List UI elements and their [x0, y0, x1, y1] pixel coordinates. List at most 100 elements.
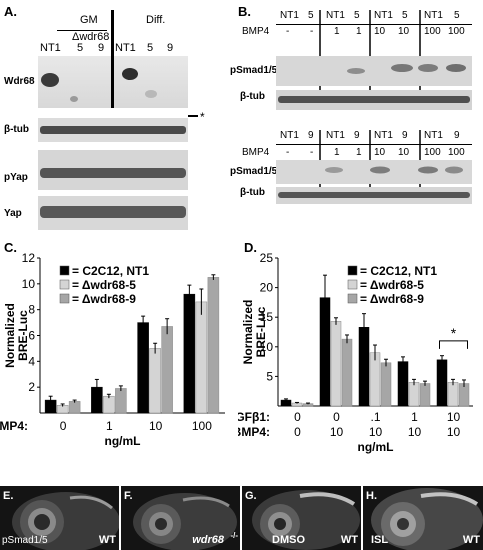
panel-a-diff-header: Diff.	[146, 14, 166, 26]
legend-swatch	[347, 293, 358, 304]
legend-label: = Δwdr68-5	[72, 278, 136, 292]
y-tick-label: 10	[260, 340, 274, 354]
wdr68-asterisk: *	[200, 110, 205, 124]
band	[418, 64, 438, 72]
bar	[419, 383, 431, 407]
bar	[137, 322, 149, 414]
bar	[447, 382, 459, 407]
panel-e-label: E.	[3, 490, 14, 502]
bar	[408, 382, 420, 407]
bmp-dose: 10	[398, 26, 410, 37]
lane: NT1	[280, 10, 299, 21]
bar	[68, 401, 81, 414]
lanes-underline	[276, 24, 472, 25]
x-tick-label: 10	[149, 419, 163, 433]
legend-swatch	[59, 293, 70, 304]
g-treatment-label: DMSO	[272, 534, 305, 546]
panel-d-label: D.	[244, 240, 257, 255]
bmp-dose: 1	[334, 147, 340, 158]
row-label-btub-a: β-tub	[4, 124, 29, 135]
bar	[397, 361, 409, 407]
x-tick-label: 10	[447, 410, 461, 424]
embryo-image-g	[252, 490, 360, 550]
bar	[103, 395, 115, 414]
y-tick-label: 4	[28, 354, 35, 368]
gm-diff-divider	[111, 10, 114, 56]
wdr68-band-marker	[188, 115, 198, 117]
band	[122, 68, 138, 80]
lane-a-nt1-diff: NT1	[115, 42, 136, 54]
blot-psmad-top	[276, 56, 472, 86]
embryo-panel-g: G. DMSO WT	[242, 486, 361, 550]
x-tick-label: 0	[294, 425, 301, 439]
bmp4-label-bottom: BMP4	[242, 147, 270, 158]
legend-label: = Δwdr68-9	[72, 292, 136, 306]
y-tick-label: 12	[22, 251, 36, 265]
bmp-dose: -	[310, 26, 314, 37]
x-tick-label: 0	[60, 419, 67, 433]
bmp-dose: -	[286, 147, 290, 158]
x-row-label: TGFβ1:	[238, 410, 270, 424]
g-genotype-label: WT	[340, 534, 358, 546]
y-axis-label-line: Normalized	[3, 303, 17, 368]
legend-label: = Δwdr68-5	[360, 278, 424, 292]
bmp-dose: 100	[424, 147, 441, 158]
lane: 9	[308, 130, 314, 141]
bmp-dose: 10	[374, 147, 386, 158]
lane: 9	[354, 130, 360, 141]
panel-b-top-lanes: NT1 5 NT1 5 NT1 5 NT1 5	[276, 10, 476, 24]
band	[278, 192, 470, 198]
significance-asterisk: *	[451, 325, 457, 341]
legend-swatch	[347, 279, 358, 290]
bmp-dose: 10	[374, 26, 386, 37]
f-genotype-label: wdr68	[192, 534, 224, 546]
bmp4-label-top: BMP4	[242, 26, 270, 37]
lane: NT1	[424, 130, 443, 141]
band	[70, 96, 78, 102]
y-tick-label: 20	[260, 281, 274, 295]
y-tick-label: 10	[22, 277, 36, 291]
band	[325, 167, 343, 173]
embryo-panel-h: H. ISL WT	[363, 486, 483, 550]
lane: 9	[454, 130, 460, 141]
row-label-wdr68: Wdr68	[4, 76, 35, 87]
y-tick-label: 6	[28, 329, 35, 343]
y-tick-label: 8	[28, 303, 35, 317]
lane: NT1	[326, 10, 345, 21]
y-axis-label-line: BRE-Luc	[254, 306, 268, 357]
bmp-dose: 10	[398, 147, 410, 158]
bar	[115, 388, 127, 414]
panel-g-label: G.	[245, 490, 257, 502]
bar	[207, 277, 220, 414]
lane-a-5-diff: 5	[147, 42, 154, 54]
bmp-dose: 100	[448, 147, 465, 158]
y-axis-label: NormalizedBRE-Luc	[3, 303, 30, 368]
x-tick-label: 10	[408, 425, 422, 439]
band	[40, 168, 186, 178]
x-tick-label: 0	[294, 410, 301, 424]
significance-bracket	[439, 340, 468, 349]
x-tick-label: 100	[192, 419, 212, 433]
bar	[195, 301, 208, 414]
y-axis-label: NormalizedBRE-Luc	[241, 300, 268, 365]
band	[40, 206, 186, 218]
bar	[341, 338, 353, 407]
bar	[183, 293, 196, 414]
lane: 9	[402, 130, 408, 141]
x-tick-label: 1	[411, 410, 418, 424]
lane-a-9-gm: 9	[98, 42, 105, 54]
lane: NT1	[326, 130, 345, 141]
y-axis-label-line: Normalized	[241, 300, 255, 365]
panel-b-label: B.	[238, 4, 251, 19]
lane: NT1	[374, 10, 393, 21]
band	[418, 166, 438, 174]
bar	[369, 352, 381, 407]
row-label-pyap: pYap	[4, 172, 28, 183]
x-tick-label: 1	[106, 419, 113, 433]
bmp-dose: 100	[424, 26, 441, 37]
band	[446, 64, 466, 72]
lane-a-5-gm: 5	[77, 42, 84, 54]
panel-b-top-bmp: - - 1 1 10 10 100 100	[276, 26, 476, 40]
panel-a-label: A.	[4, 4, 17, 19]
